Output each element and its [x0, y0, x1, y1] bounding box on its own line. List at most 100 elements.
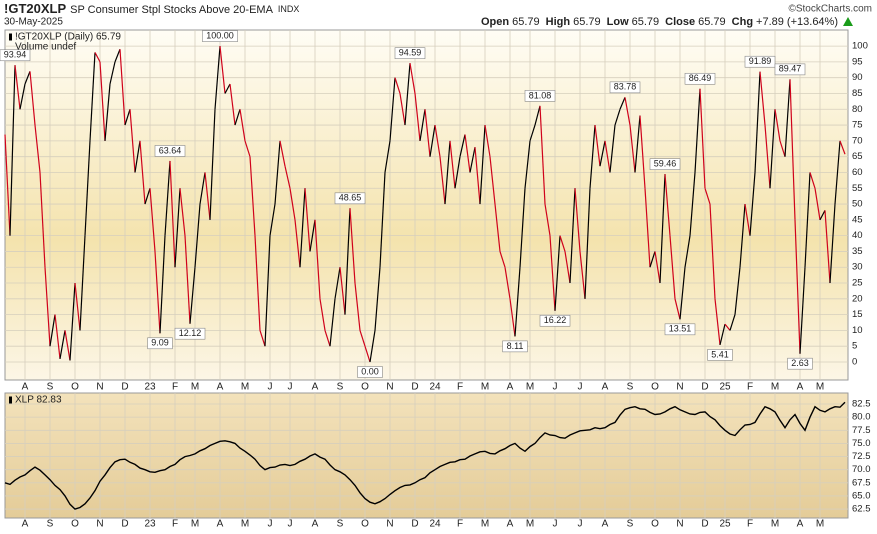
line-segment — [179, 188, 186, 236]
line-segment — [104, 83, 111, 141]
line-segment — [824, 210, 831, 284]
x-tick-label: J — [288, 382, 293, 393]
ohlc-line: Open 65.79 High 65.79 Low 65.79 Close 65.79 Chg +… — [481, 16, 838, 28]
line-segment — [159, 235, 166, 334]
line-segment — [804, 172, 811, 268]
x-tick-label: M — [526, 519, 534, 530]
line-segment — [54, 314, 61, 359]
x-tick-label: J — [553, 519, 558, 530]
line-segment — [449, 140, 456, 189]
value-label: 12.12 — [179, 328, 202, 338]
line-segment — [264, 235, 271, 347]
main-panel — [4, 29, 849, 381]
y-tick-label: 40 — [852, 230, 863, 241]
line-segment — [644, 188, 651, 268]
y-tick-label: 85 — [852, 88, 863, 99]
line-segment — [379, 172, 386, 268]
line-segment — [109, 61, 116, 85]
x-tick-label: 24 — [429, 382, 441, 393]
x-tick-label: O — [71, 382, 79, 393]
x-tick-label: 23 — [144, 519, 156, 530]
ohlc-label: Close — [665, 16, 695, 28]
value-label-box — [147, 337, 173, 350]
line-segment — [534, 105, 541, 126]
x-tick-label: J — [288, 519, 293, 530]
line-segment — [154, 251, 161, 334]
line-segment — [324, 330, 331, 347]
line-segment — [24, 71, 31, 85]
line-segment — [694, 88, 701, 173]
value-label-box — [0, 49, 31, 62]
value-label: 63.64 — [159, 145, 182, 155]
line-segment — [814, 188, 821, 220]
y-tick-label: 65.0 — [852, 490, 871, 501]
ohlc-label: Chg — [732, 16, 753, 28]
value-label-box — [502, 340, 528, 353]
x-tick-label: D — [121, 519, 128, 530]
line-segment — [839, 140, 846, 155]
line-segment — [184, 235, 191, 324]
x-tick-label: J — [268, 519, 273, 530]
x-tick-label: A — [217, 519, 224, 530]
line-segment — [624, 97, 631, 126]
line-segment — [334, 267, 341, 299]
line-segment — [744, 203, 751, 236]
line-segment — [594, 125, 601, 167]
line-segment — [634, 115, 641, 173]
value-label: 81.08 — [529, 90, 552, 100]
line-segment — [79, 235, 86, 331]
line-segment — [834, 140, 841, 205]
line-segment — [574, 188, 581, 252]
y-tick-label: 35 — [852, 246, 863, 257]
line-segment — [169, 160, 176, 268]
line-segment — [564, 251, 571, 284]
line-segment — [279, 140, 286, 167]
x-tick-label: N — [676, 382, 683, 393]
line-segment — [409, 63, 416, 94]
y-tick-label: 55 — [852, 183, 863, 194]
y-tick-label: 70.0 — [852, 464, 871, 475]
line-segment — [419, 109, 426, 141]
line-segment — [234, 109, 241, 126]
line-segment — [614, 109, 621, 126]
value-label-box — [609, 81, 641, 94]
x-tick-label: M — [481, 519, 489, 530]
line-segment — [764, 125, 771, 189]
x-tick-label: M — [241, 519, 249, 530]
x-tick-label: S — [627, 519, 634, 530]
line-segment — [69, 282, 76, 361]
x-tick-label: O — [361, 519, 369, 530]
y-tick-label: 60 — [852, 167, 863, 178]
line-segment — [434, 124, 441, 157]
x-tick-label: O — [361, 382, 369, 393]
line-segment — [364, 346, 371, 363]
x-tick-label: A — [312, 519, 319, 530]
value-label: 9.09 — [151, 338, 169, 348]
line-segment — [204, 172, 211, 220]
value-label-box — [334, 192, 366, 205]
line-segment — [664, 174, 671, 236]
x-tick-label: O — [71, 519, 79, 530]
x-tick-label: S — [337, 382, 344, 393]
x-tick-label: A — [22, 382, 29, 393]
line-segment — [654, 251, 661, 284]
line-segment — [404, 63, 411, 126]
line-segment — [429, 124, 436, 157]
y-tick-label: 70 — [852, 135, 863, 146]
value-label: 93.94 — [4, 50, 27, 60]
symbol: !GT20XLP — [4, 1, 66, 16]
line-segment — [139, 140, 146, 205]
line-segment — [369, 330, 376, 363]
value-label: 0.00 — [361, 366, 379, 376]
x-tick-label: S — [627, 382, 634, 393]
x-tick-label: M — [816, 382, 824, 393]
line-segment — [629, 125, 636, 173]
line-segment — [399, 93, 406, 126]
line-segment — [659, 174, 666, 284]
x-tick-label: F — [457, 382, 463, 393]
line-segment — [239, 109, 246, 141]
line-segment — [49, 314, 56, 347]
line-segment — [274, 140, 281, 205]
x-tick-label: J — [553, 382, 558, 393]
line-segment — [389, 77, 396, 141]
